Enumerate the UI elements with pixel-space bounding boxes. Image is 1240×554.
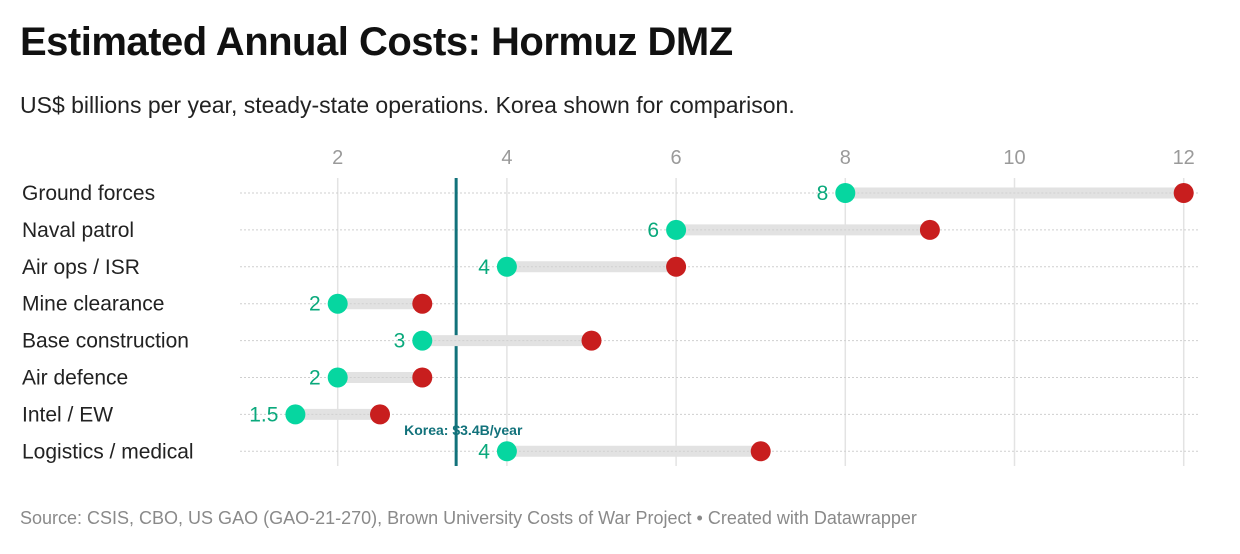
- low-estimate-dot: [327, 293, 348, 314]
- low-estimate-label: 4: [478, 256, 490, 279]
- high-estimate-dot: [412, 293, 433, 314]
- low-estimate-dot: [835, 183, 856, 203]
- low-estimate-label: 1.5: [249, 403, 278, 426]
- x-tick-label: 2: [332, 147, 343, 169]
- x-tick-label: 6: [671, 147, 682, 169]
- low-estimate-label: 4: [478, 440, 490, 463]
- high-estimate-dot: [750, 441, 771, 462]
- x-tick-label: 8: [840, 147, 851, 169]
- low-estimate-label: 3: [394, 330, 406, 353]
- row-label: Air ops / ISR: [22, 256, 140, 279]
- high-estimate-dot: [919, 219, 940, 240]
- row-label: Intel / EW: [22, 403, 113, 426]
- x-tick-label: 4: [501, 147, 512, 169]
- chart-title: Estimated Annual Costs: Hormuz DMZ: [20, 20, 733, 64]
- high-estimate-dot: [581, 330, 602, 351]
- low-estimate-label: 8: [817, 182, 829, 205]
- high-estimate-dot: [370, 404, 390, 425]
- row-label: Base construction: [22, 330, 189, 353]
- row-label: Ground forces: [22, 182, 155, 205]
- korea-reference-label: Korea: $3.4B/year: [404, 422, 523, 438]
- high-estimate-dot: [412, 367, 433, 388]
- x-tick-label: 12: [1173, 147, 1195, 169]
- row-label: Mine clearance: [22, 293, 164, 316]
- row-label: Air defence: [22, 367, 128, 390]
- x-tick-label: 10: [1003, 147, 1025, 169]
- high-estimate-dot: [666, 256, 687, 277]
- low-estimate-label: 2: [309, 367, 321, 390]
- low-estimate-dot: [666, 219, 687, 240]
- source-footer: Source: CSIS, CBO, US GAO (GAO-21-270), …: [20, 508, 917, 528]
- row-label: Logistics / medical: [22, 440, 194, 463]
- high-estimate-dot: [1173, 183, 1194, 203]
- low-estimate-dot: [327, 367, 348, 388]
- low-estimate-dot: [496, 441, 517, 462]
- low-estimate-dot: [412, 330, 433, 351]
- low-estimate-dot: [285, 404, 306, 425]
- chart-subtitle: US$ billions per year, steady-state oper…: [20, 92, 795, 118]
- row-label: Naval patrol: [22, 219, 134, 242]
- low-estimate-label: 6: [647, 219, 659, 242]
- low-estimate-label: 2: [309, 293, 321, 316]
- low-estimate-dot: [496, 256, 517, 277]
